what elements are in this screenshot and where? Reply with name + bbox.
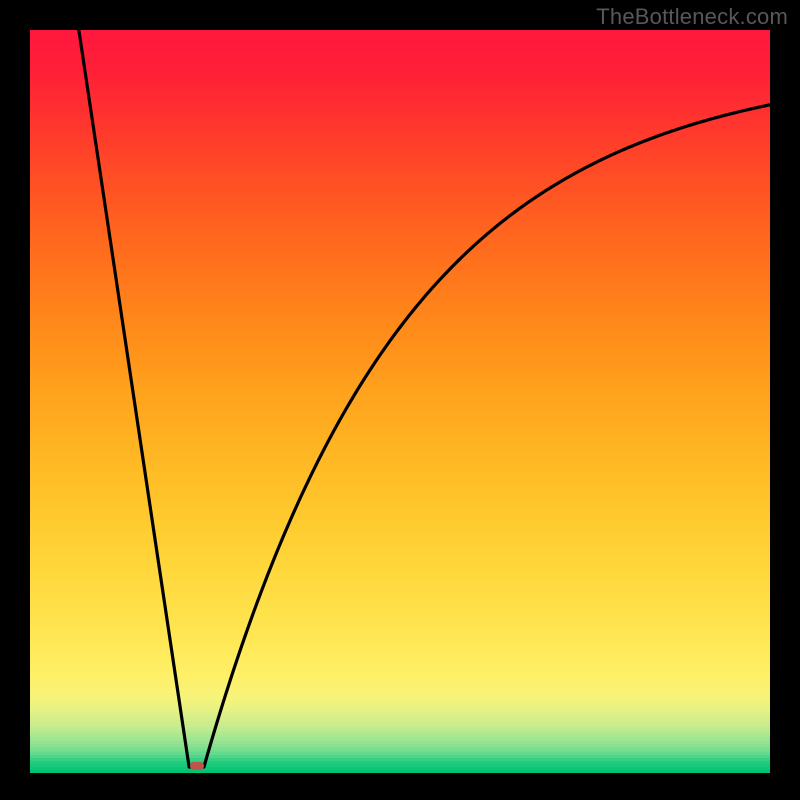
chart-frame: TheBottleneck.com — [0, 0, 800, 800]
watermark-label: TheBottleneck.com — [596, 4, 788, 30]
plot-area — [30, 30, 770, 770]
bottleneck-curve — [30, 30, 770, 770]
min-point-marker — [190, 762, 204, 770]
min-point-marker-pill — [190, 762, 204, 770]
